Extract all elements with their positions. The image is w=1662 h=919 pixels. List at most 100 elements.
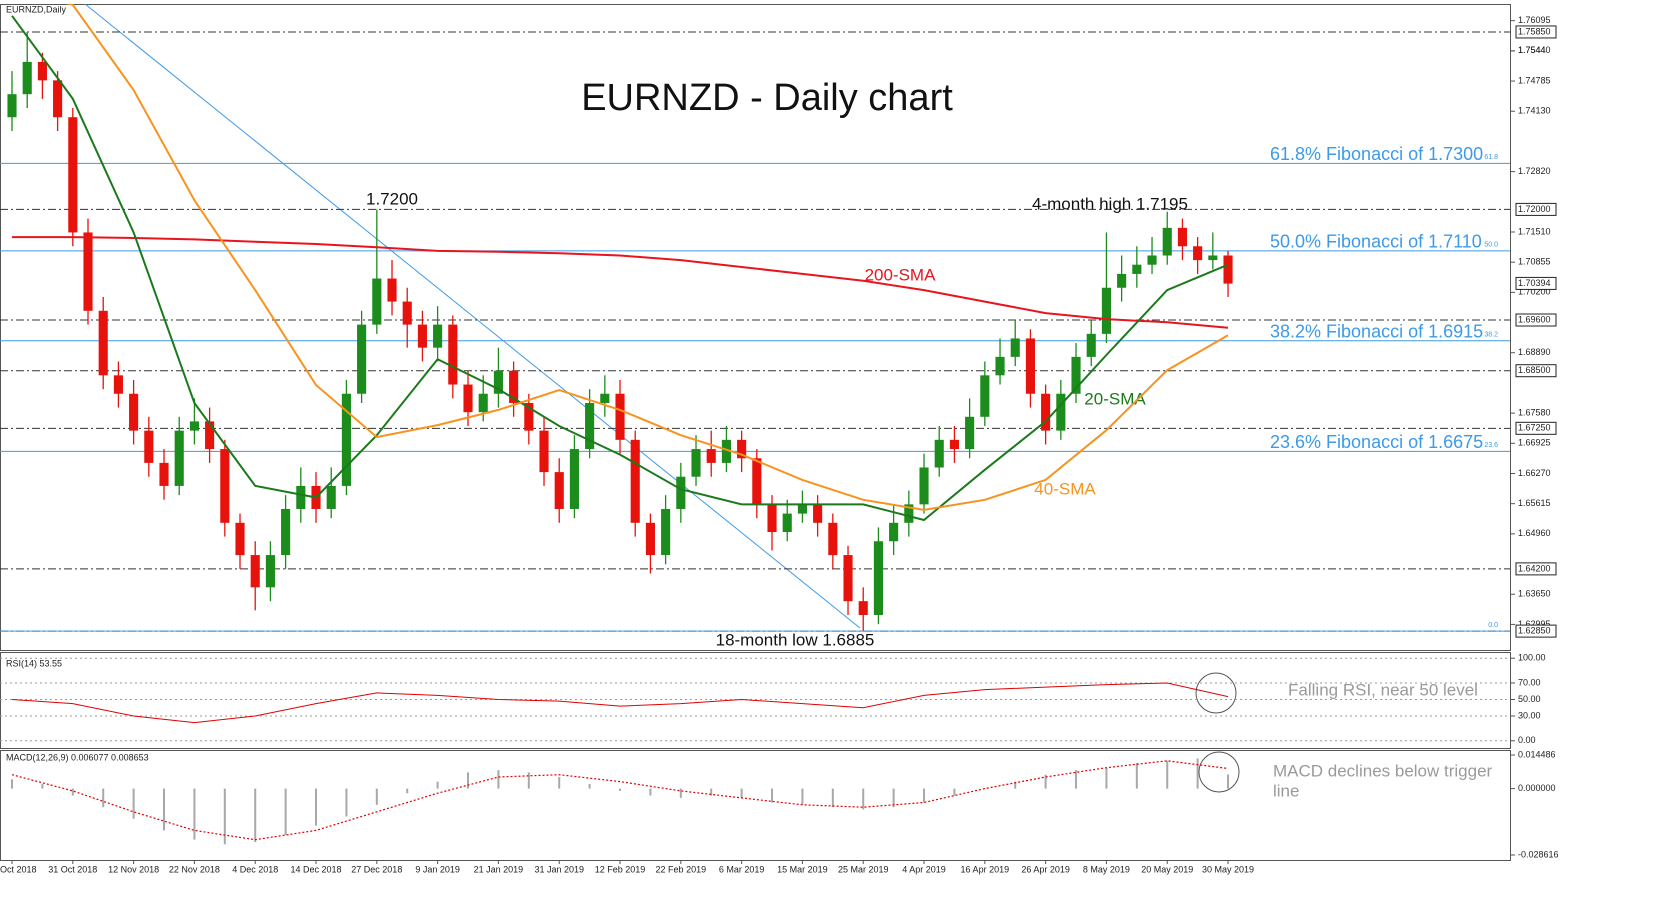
candle-body bbox=[813, 504, 823, 523]
rsi-highlight bbox=[1195, 672, 1237, 714]
candle-body bbox=[889, 522, 899, 542]
sma-line-group bbox=[12, 236, 1229, 329]
candle-body bbox=[250, 555, 260, 588]
candle-body bbox=[645, 522, 655, 556]
macd-bar bbox=[831, 788, 834, 808]
candle-body bbox=[296, 485, 306, 509]
x-tick-label: 26 Apr 2019 bbox=[1021, 864, 1070, 874]
x-tick-label: 31 Jan 2019 bbox=[534, 864, 584, 874]
candle-body bbox=[1010, 338, 1020, 357]
candle-body bbox=[22, 61, 32, 95]
x-tick-label: 31 Oct 2018 bbox=[48, 864, 97, 874]
y-tick-label: 1.7544 bbox=[1518, 45, 1546, 55]
y-tick-label: 0.00 bbox=[1518, 735, 1536, 745]
candle-body bbox=[630, 439, 640, 523]
macd-bar bbox=[223, 788, 226, 845]
level-label: 1.64200 bbox=[1518, 563, 1551, 573]
fib-label: 61.8% Fibonacci of 1.7300 bbox=[1270, 144, 1483, 164]
candle-body bbox=[189, 421, 199, 431]
candle-body bbox=[752, 458, 762, 505]
macd-bar bbox=[892, 788, 895, 808]
candle-body bbox=[1025, 338, 1035, 394]
x-tick-label: 9 Jan 2019 bbox=[415, 864, 460, 874]
macd-bar bbox=[375, 788, 378, 805]
y-tick-label: 50.00 bbox=[1518, 694, 1541, 704]
current-price-box bbox=[1515, 276, 1557, 290]
level-label: 1.62850 bbox=[1518, 625, 1551, 635]
candle-body bbox=[159, 462, 169, 486]
candle-body bbox=[493, 370, 503, 394]
y-tick-label: 1.63650 bbox=[1518, 589, 1551, 599]
candle-body bbox=[265, 555, 275, 588]
y-tick-label: 1.74785 bbox=[1518, 75, 1551, 85]
y-tick-label: 1.72820 bbox=[1518, 166, 1551, 176]
candle-body bbox=[721, 439, 731, 463]
y-tick-label: 1.70200 bbox=[1518, 287, 1551, 297]
macd-bar bbox=[679, 788, 682, 798]
candle-body bbox=[220, 449, 230, 523]
candle-body bbox=[980, 375, 990, 417]
annotation: 4-month high 1.7195 bbox=[1032, 194, 1188, 213]
macd-panel bbox=[0, 750, 1511, 861]
candle-body bbox=[281, 508, 291, 556]
candle-body bbox=[357, 324, 367, 394]
candle-body bbox=[235, 522, 245, 556]
macd-bar bbox=[193, 788, 196, 840]
rsi-annotation: Falling RSI, near 50 level bbox=[1288, 680, 1478, 699]
y-tick-label: 1.66270 bbox=[1518, 468, 1551, 478]
fib-label: 23.6% Fibonacci of 1.6675 bbox=[1270, 432, 1483, 452]
x-tick-label: 27 Dec 2018 bbox=[351, 864, 402, 874]
annotation: 18-month low 1.6885 bbox=[716, 630, 875, 649]
x-tick-label: 22 Feb 2019 bbox=[656, 864, 707, 874]
macd-bar bbox=[1105, 767, 1108, 789]
y-tick-label: 1.70855 bbox=[1518, 257, 1551, 267]
candle-body bbox=[524, 402, 534, 431]
y-tick-label: 100.00 bbox=[1518, 653, 1546, 663]
macd-bar bbox=[1075, 770, 1078, 789]
candle-body bbox=[463, 384, 473, 413]
macd-bar bbox=[1166, 760, 1169, 789]
level-label: 1.72000 bbox=[1518, 204, 1551, 214]
x-tick-label: 25 Mar 2019 bbox=[838, 864, 889, 874]
candle-body bbox=[113, 375, 123, 394]
y-tick-label: 1.76095 bbox=[1518, 15, 1551, 25]
x-tick-label: 22 Nov 2018 bbox=[169, 864, 220, 874]
candle-body bbox=[1101, 287, 1111, 334]
x-tick-label: 12 Feb 2019 bbox=[595, 864, 646, 874]
x-tick-label: 8 May 2019 bbox=[1083, 864, 1130, 874]
candle-body bbox=[569, 449, 579, 509]
candle-body bbox=[904, 504, 914, 523]
macd-bars bbox=[11, 758, 1230, 845]
rsi-line bbox=[11, 682, 1229, 724]
level-box bbox=[1515, 202, 1557, 216]
level-box bbox=[1515, 421, 1557, 435]
candle-body bbox=[478, 393, 488, 413]
level-box bbox=[1515, 562, 1557, 576]
level-label: 1.69600 bbox=[1518, 314, 1551, 324]
macd-bar bbox=[558, 777, 561, 789]
candle-body bbox=[1056, 393, 1066, 431]
macd-bar bbox=[953, 788, 956, 796]
candle-body bbox=[1117, 273, 1127, 288]
price-panel bbox=[0, 4, 1511, 651]
candle-body bbox=[68, 117, 78, 233]
sma-line bbox=[12, 236, 1229, 329]
x-tick-label: 21 Jan 2019 bbox=[474, 864, 524, 874]
y-tick-label: 30.00 bbox=[1518, 710, 1541, 720]
candle-body bbox=[858, 601, 868, 615]
candle-body bbox=[372, 278, 382, 325]
x-tick-label: 6 Mar 2019 bbox=[719, 864, 765, 874]
fib-ratio: 23.6 bbox=[1484, 442, 1498, 449]
x-tick-label: 4 Apr 2019 bbox=[902, 864, 946, 874]
level-label: 1.68500 bbox=[1518, 365, 1551, 375]
x-tick-label: 22 Oct 2018 bbox=[0, 864, 37, 874]
macd-bar bbox=[1135, 763, 1138, 789]
y-tick-label: 1.68890 bbox=[1518, 347, 1551, 357]
candle-body bbox=[1147, 255, 1157, 265]
macd-bar bbox=[1044, 774, 1047, 789]
level-label: 1.75850 bbox=[1518, 26, 1551, 36]
candle-body bbox=[600, 393, 610, 403]
y-tick-label: 0.014486 bbox=[1518, 749, 1556, 759]
macd-bar bbox=[467, 772, 470, 789]
